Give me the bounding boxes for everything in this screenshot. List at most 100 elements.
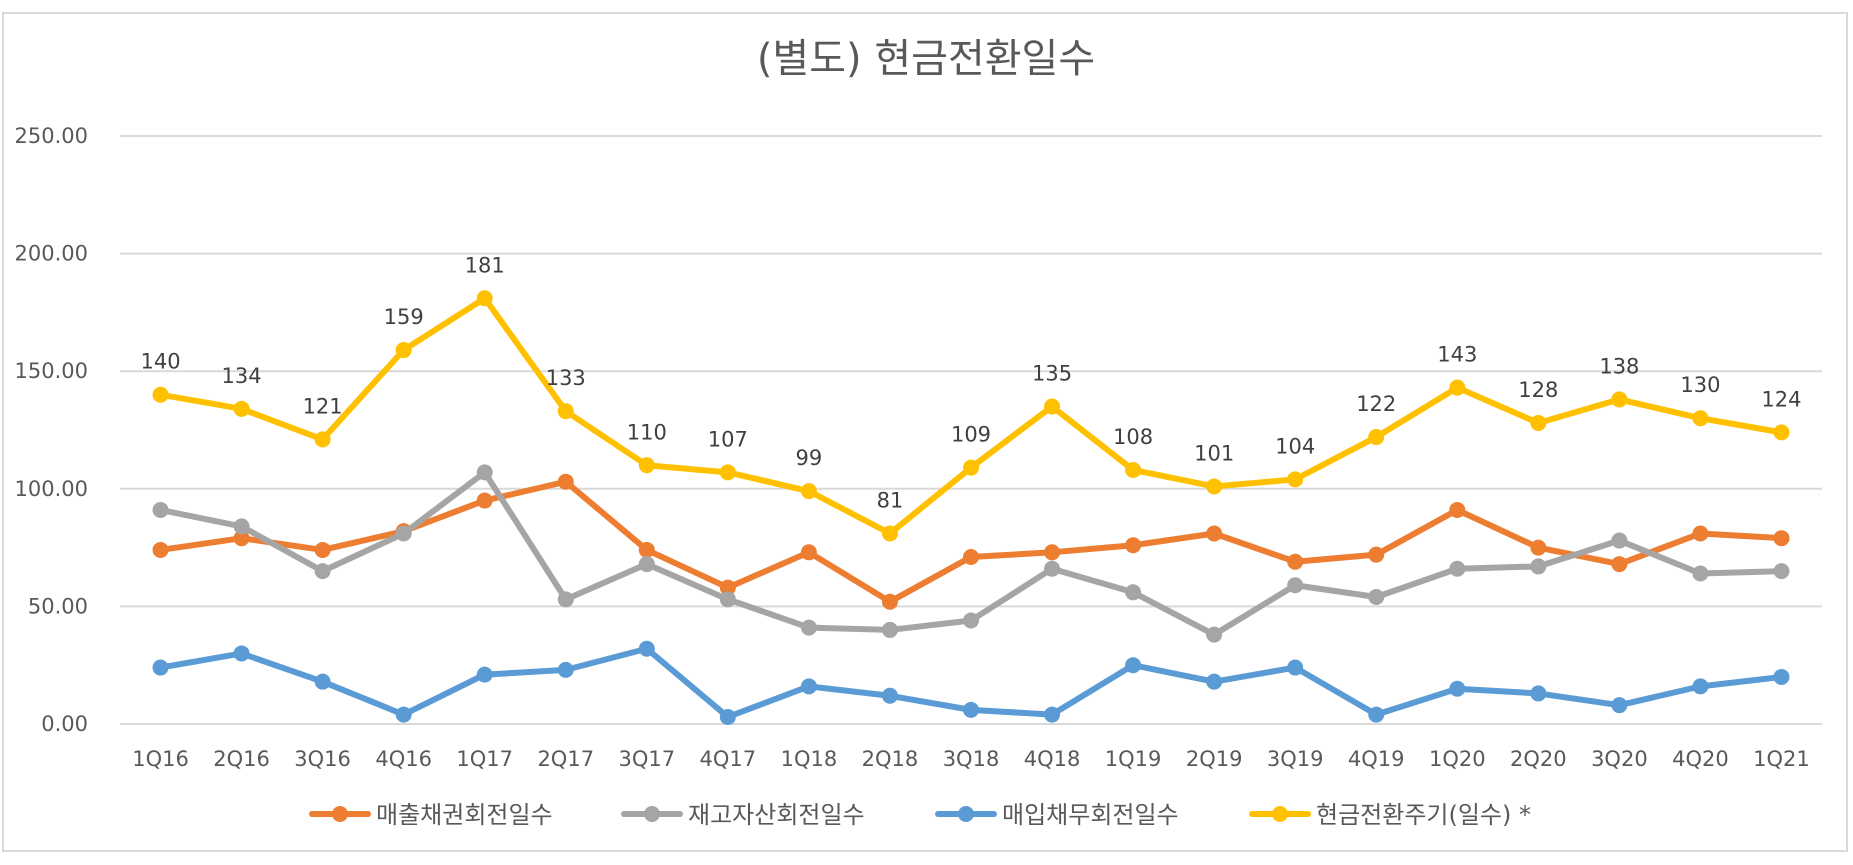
- data-point: [1044, 544, 1061, 561]
- data-label: 138: [1599, 354, 1639, 378]
- data-point: [1692, 565, 1709, 582]
- data-point: [1692, 410, 1709, 427]
- series-4: [152, 290, 1790, 542]
- data-point: [1773, 530, 1790, 547]
- legend-item: 재고자산회전일수: [621, 801, 865, 829]
- data-point: [1125, 461, 1142, 478]
- series-group: [152, 290, 1790, 725]
- series-1: [152, 473, 1790, 610]
- data-label: 108: [1113, 425, 1153, 449]
- data-point: [1692, 678, 1709, 695]
- data-point: [1530, 539, 1547, 556]
- data-point: [1611, 697, 1628, 714]
- data-point: [1287, 471, 1304, 488]
- data-point: [963, 549, 979, 566]
- data-point: [1287, 577, 1304, 594]
- data-point: [638, 457, 655, 474]
- y-tick-label: 50.00: [28, 594, 88, 618]
- data-label: 121: [303, 394, 343, 418]
- data-point: [1206, 673, 1223, 690]
- x-tick-label: 3Q20: [1591, 747, 1648, 771]
- data-point: [881, 687, 898, 704]
- data-point: [557, 403, 574, 420]
- data-label: 101: [1194, 441, 1234, 465]
- x-axis-ticks: 1Q16 2Q16 3Q16 4Q16 1Q17 2Q17 3Q17 4Q17 1Q18 2Q18…: [132, 747, 1810, 771]
- gridlines: [120, 135, 1822, 725]
- data-point: [1449, 560, 1466, 577]
- data-point: [314, 541, 331, 558]
- data-point: [1368, 429, 1385, 446]
- x-tick-label: 4Q20: [1672, 747, 1729, 771]
- data-point: [1773, 668, 1790, 685]
- data-point: [152, 501, 169, 518]
- data-label: 110: [627, 420, 667, 444]
- data-point: [881, 621, 898, 638]
- data-point: [1773, 424, 1790, 441]
- x-tick-label: 2Q19: [1186, 747, 1243, 771]
- data-point: [1692, 525, 1709, 542]
- data-label: 122: [1356, 392, 1396, 416]
- x-tick-label: 1Q16: [132, 747, 189, 771]
- data-point: [476, 492, 493, 509]
- data-point: [1044, 398, 1061, 415]
- data-point: [881, 525, 898, 542]
- data-point: [719, 464, 736, 481]
- data-label: 130: [1680, 373, 1720, 397]
- data-label: 135: [1032, 361, 1072, 385]
- data-point: [557, 661, 574, 678]
- x-tick-label: 3Q18: [943, 747, 1000, 771]
- data-point: [233, 645, 250, 662]
- x-tick-label: 4Q16: [375, 747, 432, 771]
- data-point: [1611, 391, 1628, 408]
- y-tick-label: 100.00: [15, 477, 88, 501]
- data-point: [557, 591, 574, 608]
- data-point: [1287, 659, 1304, 676]
- y-axis-ticks: 0.00 50.00 100.00 150.00 200.00 250.00: [15, 124, 88, 736]
- data-point: [314, 431, 331, 448]
- data-label: 81: [877, 488, 904, 512]
- data-point: [800, 544, 817, 561]
- x-tick-label: 2Q17: [537, 747, 594, 771]
- data-point: [1125, 584, 1142, 601]
- data-label: 159: [384, 305, 424, 329]
- data-point: [719, 579, 736, 596]
- data-point: [395, 342, 412, 359]
- data-point: [1206, 525, 1223, 542]
- legend-label: 현금전환주기(일수) *: [1316, 801, 1531, 829]
- data-point: [395, 525, 412, 542]
- data-label: 134: [222, 364, 262, 388]
- x-tick-label: 2Q16: [213, 747, 270, 771]
- data-point: [1125, 537, 1142, 554]
- x-tick-label: 1Q17: [456, 747, 513, 771]
- data-point: [881, 593, 898, 610]
- data-point: [314, 563, 331, 580]
- data-point: [1368, 706, 1385, 723]
- data-label: 133: [546, 366, 586, 390]
- series-2: [152, 464, 1790, 643]
- legend-item: 현금전환주기(일수) *: [1249, 801, 1531, 829]
- data-point: [1530, 685, 1547, 702]
- data-point: [638, 640, 655, 657]
- data-point: [1530, 558, 1547, 575]
- legend-label: 매입채무회전일수: [1002, 801, 1179, 829]
- y-tick-label: 250.00: [15, 124, 88, 148]
- data-point: [1287, 553, 1304, 570]
- x-tick-label: 4Q18: [1024, 747, 1081, 771]
- y-tick-label: 150.00: [15, 359, 88, 383]
- chart-title: (별도) 현금전환일수: [757, 36, 1095, 82]
- data-point: [152, 541, 169, 558]
- data-point: [476, 464, 493, 481]
- data-point: [638, 541, 655, 558]
- data-point: [800, 483, 817, 500]
- data-point: [476, 290, 493, 307]
- x-tick-label: 4Q17: [700, 747, 757, 771]
- data-point: [233, 518, 250, 535]
- data-point: [1449, 379, 1466, 396]
- legend: 매출채권회전일수 재고자산회전일수 매입채무회전일수 현금전환주기(일수) *: [309, 801, 1531, 829]
- data-point: [233, 400, 250, 417]
- x-tick-label: 2Q20: [1510, 747, 1567, 771]
- data-point: [1206, 478, 1223, 495]
- legend-marker: [644, 806, 660, 822]
- x-tick-label: 1Q20: [1429, 747, 1486, 771]
- x-tick-label: 4Q19: [1348, 747, 1405, 771]
